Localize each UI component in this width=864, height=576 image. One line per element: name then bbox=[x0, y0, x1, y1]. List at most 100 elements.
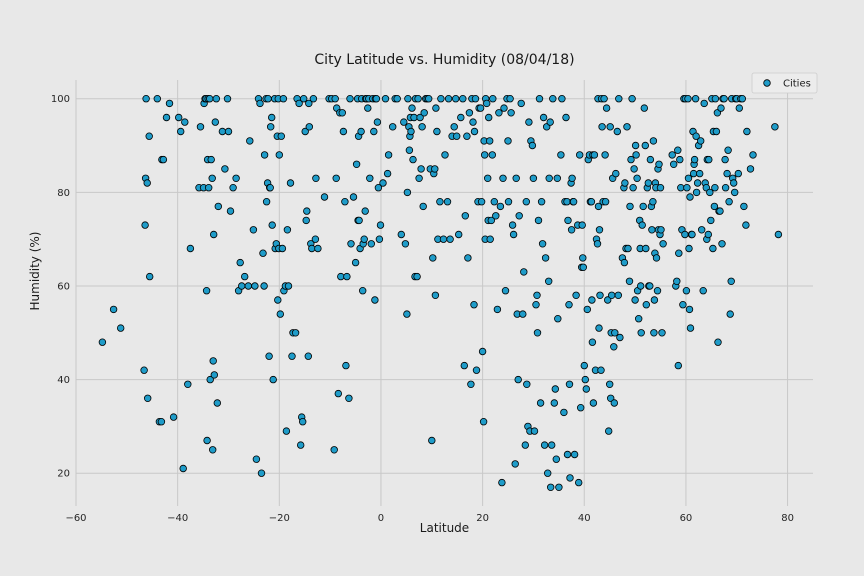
x-axis-ticks: −60 −40 −20 0 20 40 60 80 bbox=[65, 513, 794, 524]
data-point bbox=[453, 132, 461, 140]
data-point bbox=[683, 183, 691, 192]
data-point bbox=[246, 137, 254, 145]
data-point bbox=[401, 240, 410, 248]
data-point bbox=[590, 151, 599, 159]
data-point bbox=[493, 305, 502, 314]
data-point bbox=[693, 179, 702, 187]
data-point bbox=[403, 188, 412, 197]
data-point bbox=[673, 277, 681, 285]
data-point bbox=[470, 301, 478, 309]
data-point bbox=[718, 240, 726, 248]
data-point bbox=[735, 104, 743, 112]
x-tick-label: 60 bbox=[680, 513, 693, 524]
data-point bbox=[485, 113, 493, 122]
data-point bbox=[595, 324, 603, 332]
data-point bbox=[436, 197, 444, 206]
data-point bbox=[347, 240, 355, 248]
data-point bbox=[486, 235, 494, 243]
data-point bbox=[612, 169, 620, 178]
data-point bbox=[529, 174, 538, 182]
data-point bbox=[224, 127, 233, 136]
data-point bbox=[351, 258, 360, 267]
data-point bbox=[264, 94, 272, 103]
data-point bbox=[514, 375, 522, 384]
data-point bbox=[251, 282, 259, 290]
data-point bbox=[405, 146, 414, 154]
data-point bbox=[309, 94, 318, 103]
data-point bbox=[569, 197, 578, 206]
data-point bbox=[165, 99, 174, 108]
data-point bbox=[407, 127, 415, 136]
data-point bbox=[675, 249, 683, 257]
data-point bbox=[145, 132, 153, 140]
data-point bbox=[692, 132, 700, 140]
data-point bbox=[724, 146, 732, 154]
data-point bbox=[226, 207, 235, 215]
legend-box bbox=[751, 72, 818, 94]
data-point bbox=[553, 174, 561, 182]
data-point bbox=[583, 305, 591, 314]
data-point bbox=[372, 94, 381, 103]
data-point bbox=[721, 155, 729, 164]
data-point bbox=[597, 366, 605, 374]
data-point bbox=[509, 230, 518, 239]
data-point bbox=[742, 221, 750, 229]
data-point bbox=[455, 230, 463, 239]
data-point bbox=[580, 361, 588, 370]
data-point bbox=[209, 357, 217, 365]
data-point bbox=[535, 94, 544, 103]
data-point bbox=[279, 94, 288, 103]
data-point bbox=[652, 254, 661, 262]
data-point bbox=[598, 123, 606, 131]
data-point bbox=[749, 151, 757, 159]
data-point bbox=[267, 123, 275, 131]
data-point bbox=[425, 94, 433, 103]
data-point bbox=[633, 174, 641, 182]
data-point bbox=[439, 235, 448, 243]
data-point bbox=[355, 216, 363, 225]
data-point bbox=[629, 183, 637, 192]
data-point bbox=[625, 277, 634, 285]
data-point bbox=[341, 197, 349, 206]
y-tick-label: 20 bbox=[57, 469, 70, 480]
data-point bbox=[320, 193, 329, 201]
data-point bbox=[520, 268, 528, 276]
data-point bbox=[496, 202, 505, 211]
data-point bbox=[145, 272, 154, 281]
data-point bbox=[186, 244, 195, 253]
data-point bbox=[578, 221, 586, 229]
data-point bbox=[414, 94, 422, 103]
data-point bbox=[704, 230, 712, 239]
data-point bbox=[437, 94, 445, 103]
data-point bbox=[207, 155, 215, 164]
data-point bbox=[655, 160, 663, 168]
data-point bbox=[581, 375, 589, 384]
data-point bbox=[260, 151, 269, 159]
data-point bbox=[697, 137, 705, 145]
data-point bbox=[628, 94, 636, 103]
data-point bbox=[415, 174, 423, 182]
data-point bbox=[610, 399, 618, 407]
data-point bbox=[635, 315, 643, 323]
data-point bbox=[470, 127, 479, 136]
data-point bbox=[469, 118, 477, 126]
data-point bbox=[517, 99, 525, 108]
data-point bbox=[533, 329, 542, 337]
data-point bbox=[656, 183, 665, 192]
data-point bbox=[771, 123, 779, 131]
y-tick-label: 40 bbox=[57, 375, 70, 386]
data-point bbox=[506, 94, 514, 103]
data-point bbox=[699, 287, 707, 295]
data-point bbox=[283, 226, 292, 234]
data-point bbox=[184, 380, 192, 388]
x-tick-label: −60 bbox=[65, 513, 86, 524]
data-point bbox=[431, 291, 440, 299]
data-points bbox=[98, 94, 783, 491]
data-point bbox=[500, 104, 508, 112]
data-point bbox=[162, 113, 171, 122]
data-point bbox=[376, 221, 385, 229]
data-point bbox=[601, 197, 610, 206]
data-point bbox=[642, 244, 650, 253]
data-point bbox=[446, 235, 454, 243]
